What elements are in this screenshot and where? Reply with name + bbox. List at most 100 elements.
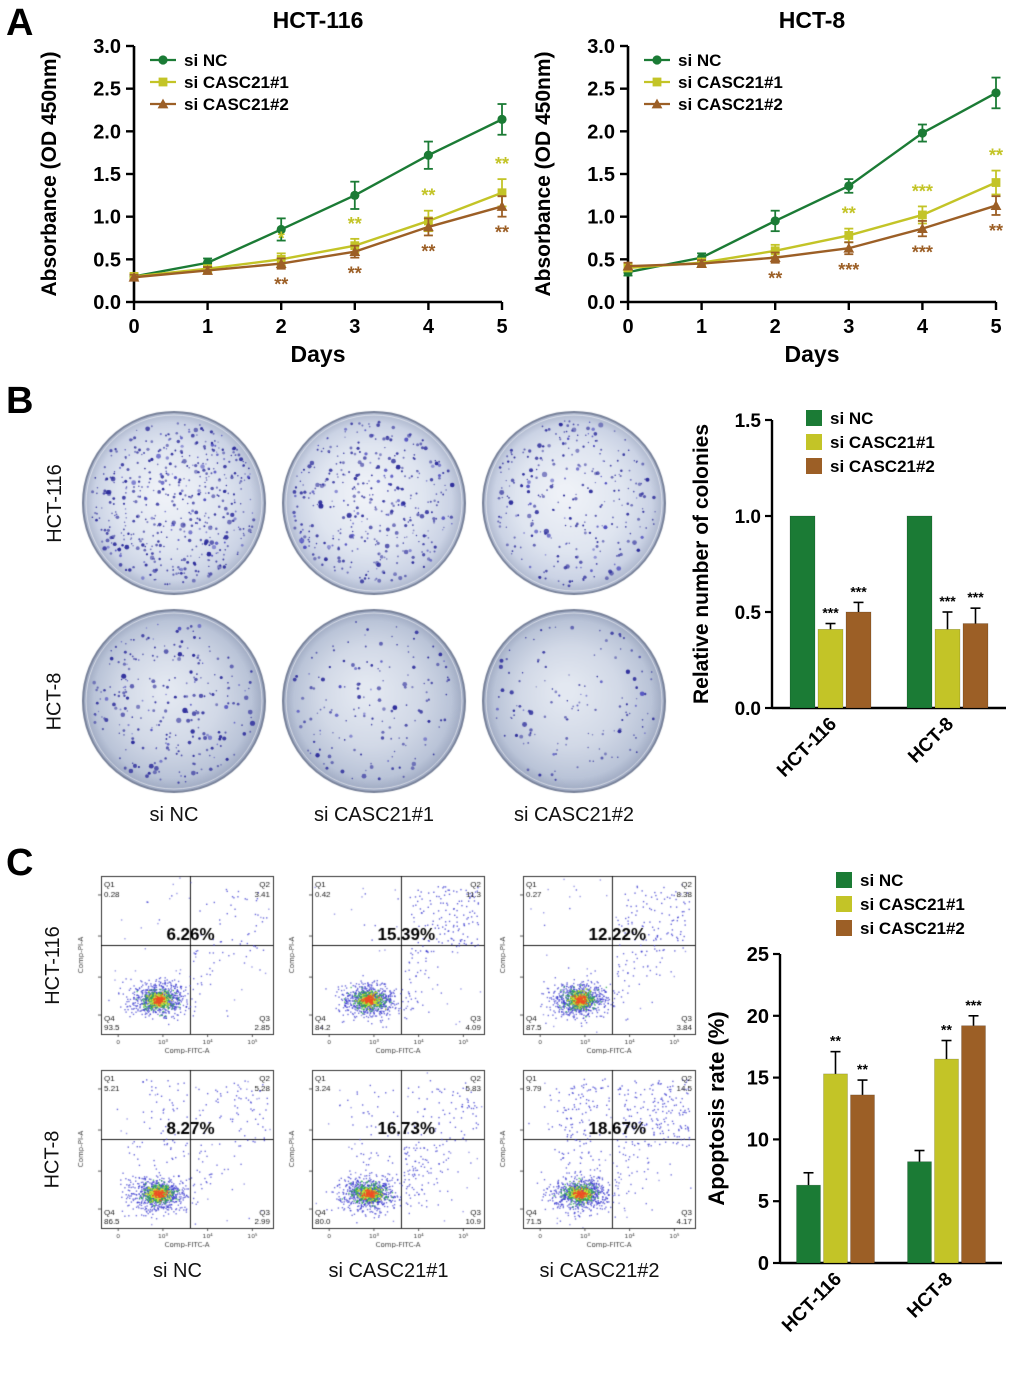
y-tick-label: 0.0 [735, 699, 761, 720]
significance-mark: *** [822, 605, 839, 621]
legend-label: si CASC21#1 [860, 895, 965, 914]
flow-row-label-hct8: HCT-8 [41, 1130, 64, 1188]
colony-row-hct8: HCT-8 [36, 602, 674, 800]
flow-row-label-cell: HCT-8 [34, 1062, 72, 1256]
significance-mark: *** [850, 583, 867, 599]
legend-label: si CASC21#1 [184, 73, 289, 92]
legend-label: si NC [184, 51, 227, 70]
cck8-line-chart-hct116: HCT-116 0.0 0.5 1.0 1.5 2.0 2.5 3.0 0 1 2 3 4 5 Days Ab… [38, 7, 509, 367]
legend-label: si CASC21#1 [830, 433, 935, 452]
y-tick-label: 0 [758, 1253, 769, 1275]
category-label: HCT-116 [778, 1269, 846, 1337]
category-label: HCT-116 [773, 714, 841, 782]
x-tick-label: 4 [917, 316, 929, 338]
category-label: HCT-8 [904, 714, 958, 768]
significance-mark: ** [274, 275, 288, 295]
colony-dish-image [478, 407, 670, 599]
panel-a-label: A [6, 2, 34, 44]
colony-col-label-sinc: si NC [149, 804, 199, 826]
chart-title: HCT-116 [273, 7, 364, 33]
chart-title: HCT-8 [779, 7, 846, 33]
apoptosis-bar-chart: 0 5 10 15 20 25 Apoptosis rate (%) ** ** HCT-116 *… [704, 871, 1002, 1337]
flow-row-hct116: HCT-116 [34, 868, 705, 1062]
y-tick-label: 2.0 [587, 121, 615, 143]
significance-mark: ** [495, 154, 509, 174]
panel-a: A HCT-116 0.0 0.5 1.0 1.5 2.0 2.5 3.0 0 1 2 3 4 5 Days… [0, 0, 1020, 378]
significance-mark: ** [830, 1033, 841, 1049]
colony-row-hct116: HCT-116 [36, 404, 674, 602]
flow-cytometry-plot [497, 870, 702, 1060]
significance-mark: *** [912, 242, 933, 262]
x-tick-label: 4 [423, 316, 435, 338]
significance-mark: ** [768, 269, 782, 289]
y-tick-label: 1.0 [735, 507, 761, 528]
y-tick-label: 1.5 [587, 164, 615, 186]
x-tick-label: 1 [202, 316, 213, 338]
panel-b: B HCT-116 HCT-8 si NC si [0, 378, 1020, 840]
flow-col-label-casc21-2: si CASC21#2 [539, 1260, 660, 1282]
significance-mark: ** [421, 241, 435, 261]
x-tick-label: 0 [128, 316, 139, 338]
y-tick-label: 2.5 [93, 79, 121, 101]
significance-mark: ** [495, 223, 509, 243]
x-tick-label: 5 [496, 316, 507, 338]
spacer [36, 804, 74, 827]
colony-dish-image [78, 407, 270, 599]
significance-mark: ** [989, 221, 1003, 241]
y-tick-label: 5 [758, 1191, 769, 1213]
y-tick-label: 0.5 [587, 249, 615, 271]
y-tick-label: 10 [747, 1129, 769, 1151]
colony-row-label-hct116: HCT-116 [43, 463, 66, 543]
significance-mark: *** [939, 593, 956, 609]
flow-row-label-cell: HCT-116 [34, 868, 72, 1062]
y-tick-label: 20 [747, 1006, 769, 1028]
x-tick-label: 0 [622, 316, 633, 338]
y-axis-label: Absorbance (OD 450nm) [38, 51, 61, 296]
panel-c-label: C [6, 842, 34, 884]
significance-mark: *** [965, 997, 982, 1013]
y-axis-label: Absorbance (OD 450nm) [532, 51, 555, 296]
significance-mark: *** [912, 181, 933, 201]
y-axis-label: Relative number of colonies [690, 424, 713, 704]
colony-col-label-casc21-1: si CASC21#1 [313, 804, 435, 826]
y-tick-label: 0.0 [93, 292, 121, 314]
legend-label: si CASC21#2 [678, 95, 783, 114]
legend-label: si CASC21#1 [678, 73, 783, 92]
y-tick-label: 15 [747, 1068, 769, 1090]
colony-row-label-cell: HCT-8 [36, 602, 74, 800]
y-tick-label: 25 [747, 944, 769, 966]
cck8-line-chart-hct8: HCT-8 0.0 0.5 1.0 1.5 2.0 2.5 3.0 0 1 2 3 4 5 Days Abso… [532, 7, 1003, 367]
panel-b-label: B [6, 380, 34, 422]
significance-mark: ** [842, 204, 856, 224]
significance-mark: ** [348, 264, 362, 284]
colony-dish-image [478, 605, 670, 797]
colony-dish-image [78, 605, 270, 797]
y-tick-label: 0.5 [93, 249, 121, 271]
colony-column-labels: si NC si CASC21#1 si CASC21#2 [36, 804, 674, 827]
y-tick-label: 2.0 [93, 121, 121, 143]
y-tick-label: 1.5 [735, 411, 762, 432]
flow-cytometry-grid: HCT-116 HCT-8 si NC si CASC21#1 si CASC2… [34, 868, 705, 1283]
x-tick-label: 5 [990, 316, 1001, 338]
legend-label: si CASC21#2 [184, 95, 289, 114]
x-tick-label: 3 [349, 316, 360, 338]
flow-row-hct8: HCT-8 [34, 1062, 705, 1256]
colony-row-label-cell: HCT-116 [36, 404, 74, 602]
colony-col-label-casc21-2: si CASC21#2 [513, 804, 635, 826]
x-tick-label: 2 [770, 316, 781, 338]
significance-mark: * [278, 228, 285, 248]
significance-mark: ** [421, 186, 435, 206]
panel-c: C HCT-116 HCT-8 si NC si [0, 840, 1020, 1376]
significance-mark: *** [967, 589, 984, 605]
legend-label: si CASC21#2 [830, 457, 935, 476]
x-tick-label: 2 [276, 316, 287, 338]
y-tick-label: 3.0 [587, 36, 615, 58]
flow-cytometry-plot [75, 870, 280, 1060]
colony-assay-grid: HCT-116 HCT-8 si NC si CASC21#1 si CASC2… [36, 404, 674, 827]
flow-col-label-casc21-1: si CASC21#1 [328, 1260, 449, 1282]
y-tick-label: 3.0 [93, 36, 121, 58]
legend-label: si NC [860, 871, 903, 890]
cck8-charts-row: HCT-116 0.0 0.5 1.0 1.5 2.0 2.5 3.0 0 1 2 3 4 5 Days Ab… [30, 2, 1012, 374]
y-tick-label: 1.0 [93, 207, 121, 229]
